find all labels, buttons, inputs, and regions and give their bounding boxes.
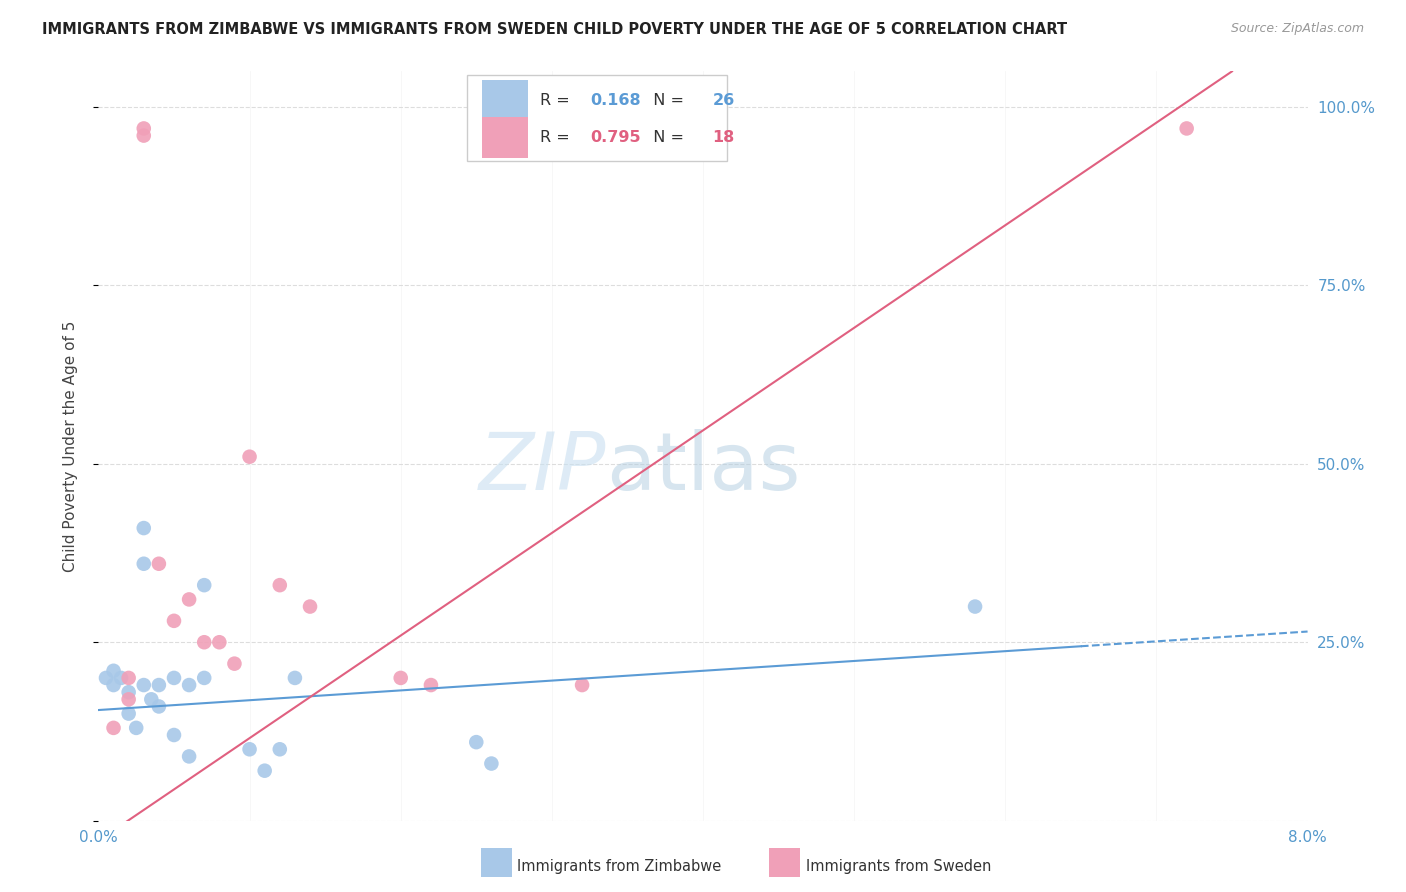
Point	[103, 678, 125, 692]
Point	[193, 578, 215, 592]
Point	[179, 678, 201, 692]
Point	[465, 735, 488, 749]
Point	[269, 742, 291, 756]
Point	[94, 671, 117, 685]
Point	[118, 706, 141, 721]
Point	[103, 721, 125, 735]
Text: 26: 26	[713, 94, 735, 109]
Point	[148, 699, 170, 714]
Point	[132, 678, 155, 692]
Point	[1175, 121, 1198, 136]
FancyBboxPatch shape	[482, 80, 527, 121]
Point	[965, 599, 987, 614]
Point	[132, 557, 155, 571]
Text: N =: N =	[643, 94, 689, 109]
Point	[571, 678, 593, 692]
Point	[132, 121, 155, 136]
Point	[269, 578, 291, 592]
Point	[179, 749, 201, 764]
Point	[224, 657, 246, 671]
Text: N =: N =	[643, 129, 689, 145]
Point	[163, 728, 186, 742]
Point	[389, 671, 412, 685]
Text: IMMIGRANTS FROM ZIMBABWE VS IMMIGRANTS FROM SWEDEN CHILD POVERTY UNDER THE AGE O: IMMIGRANTS FROM ZIMBABWE VS IMMIGRANTS F…	[42, 22, 1067, 37]
Point	[103, 664, 125, 678]
Point	[163, 614, 186, 628]
Point	[132, 128, 155, 143]
Point	[239, 742, 262, 756]
Point	[110, 671, 132, 685]
Y-axis label: Child Poverty Under the Age of 5: Child Poverty Under the Age of 5	[63, 320, 77, 572]
Text: Source: ZipAtlas.com: Source: ZipAtlas.com	[1230, 22, 1364, 36]
Point	[193, 671, 215, 685]
Point	[208, 635, 231, 649]
Point	[141, 692, 163, 706]
FancyBboxPatch shape	[482, 117, 527, 158]
Text: 18: 18	[713, 129, 735, 145]
Point	[125, 721, 148, 735]
Text: 0.168: 0.168	[591, 94, 641, 109]
Point	[118, 692, 141, 706]
Point	[299, 599, 322, 614]
Text: ZIP: ZIP	[479, 429, 606, 508]
Point	[148, 678, 170, 692]
Point	[132, 521, 155, 535]
Point	[253, 764, 276, 778]
FancyBboxPatch shape	[467, 75, 727, 161]
Point	[481, 756, 503, 771]
Point	[193, 635, 215, 649]
Point	[118, 685, 141, 699]
Point	[284, 671, 307, 685]
Point	[239, 450, 262, 464]
Text: R =: R =	[540, 129, 575, 145]
Text: R =: R =	[540, 94, 575, 109]
Point	[148, 557, 170, 571]
Text: Immigrants from Sweden: Immigrants from Sweden	[806, 859, 991, 873]
Point	[118, 671, 141, 685]
Text: Immigrants from Zimbabwe: Immigrants from Zimbabwe	[517, 859, 721, 873]
Text: 0.795: 0.795	[591, 129, 641, 145]
Point	[163, 671, 186, 685]
Point	[420, 678, 443, 692]
Text: atlas: atlas	[606, 429, 800, 508]
Point	[179, 592, 201, 607]
